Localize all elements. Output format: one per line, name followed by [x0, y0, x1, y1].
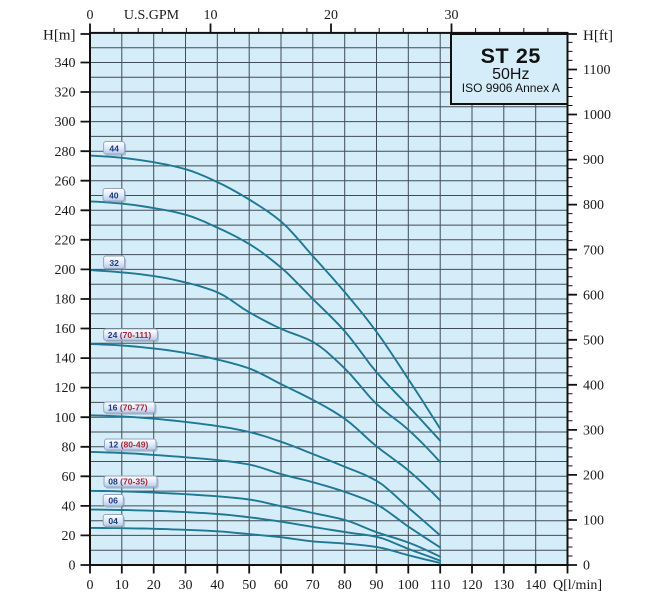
- svg-text:320: 320: [55, 86, 76, 101]
- svg-text:04: 04: [108, 516, 118, 526]
- svg-text:100: 100: [55, 411, 76, 426]
- svg-text:12 (80-49): 12 (80-49): [109, 440, 149, 450]
- svg-text:10: 10: [115, 578, 129, 593]
- svg-text:70: 70: [306, 578, 320, 593]
- svg-text:260: 260: [55, 174, 76, 189]
- svg-text:32: 32: [109, 258, 119, 268]
- svg-text:700: 700: [583, 243, 604, 258]
- svg-text:U.S.GPM: U.S.GPM: [124, 8, 180, 23]
- svg-text:0: 0: [583, 559, 590, 574]
- svg-text:30: 30: [445, 8, 459, 23]
- svg-text:40: 40: [210, 578, 224, 593]
- svg-text:340: 340: [55, 56, 76, 71]
- svg-text:0: 0: [87, 8, 94, 23]
- svg-text:16 (70-77): 16 (70-77): [108, 403, 148, 413]
- svg-text:900: 900: [583, 153, 604, 168]
- svg-text:130: 130: [493, 578, 514, 593]
- svg-text:500: 500: [583, 333, 604, 348]
- svg-text:160: 160: [55, 322, 76, 337]
- svg-text:Q[l/min]: Q[l/min]: [553, 578, 602, 593]
- svg-text:180: 180: [55, 293, 76, 308]
- svg-text:100: 100: [583, 514, 604, 529]
- svg-text:40: 40: [109, 191, 119, 201]
- svg-text:200: 200: [583, 469, 604, 484]
- svg-text:10: 10: [204, 8, 218, 23]
- svg-text:240: 240: [55, 204, 76, 219]
- svg-text:400: 400: [583, 378, 604, 393]
- svg-text:0: 0: [87, 578, 94, 593]
- svg-text:140: 140: [525, 578, 546, 593]
- svg-text:40: 40: [62, 500, 76, 515]
- svg-text:44: 44: [109, 144, 119, 154]
- svg-text:08 (70-35): 08 (70-35): [108, 477, 148, 487]
- svg-text:1100: 1100: [583, 63, 610, 78]
- svg-text:20: 20: [62, 529, 76, 544]
- svg-text:800: 800: [583, 198, 604, 213]
- svg-text:600: 600: [583, 288, 604, 303]
- svg-text:ISO 9906 Annex A: ISO 9906 Annex A: [462, 81, 560, 95]
- svg-text:90: 90: [370, 578, 384, 593]
- svg-text:60: 60: [274, 578, 288, 593]
- svg-text:60: 60: [62, 470, 76, 485]
- svg-text:H[ft]: H[ft]: [583, 28, 613, 44]
- svg-text:200: 200: [55, 263, 76, 278]
- svg-text:300: 300: [583, 424, 604, 439]
- svg-text:110: 110: [430, 578, 450, 593]
- svg-text:80: 80: [338, 578, 352, 593]
- svg-text:120: 120: [55, 381, 76, 396]
- svg-text:280: 280: [55, 145, 76, 160]
- svg-text:50: 50: [242, 578, 256, 593]
- svg-text:1000: 1000: [583, 108, 611, 123]
- svg-text:0: 0: [69, 559, 76, 574]
- svg-text:220: 220: [55, 233, 76, 248]
- svg-text:50Hz: 50Hz: [492, 66, 529, 83]
- svg-text:80: 80: [62, 440, 76, 455]
- svg-text:100: 100: [398, 578, 419, 593]
- svg-text:140: 140: [55, 352, 76, 367]
- svg-text:20: 20: [147, 578, 161, 593]
- svg-text:300: 300: [55, 115, 76, 130]
- svg-text:ST 25: ST 25: [481, 44, 541, 68]
- svg-text:24 (70-111): 24 (70-111): [108, 330, 152, 340]
- svg-text:H[m]: H[m]: [43, 28, 76, 44]
- svg-text:06: 06: [108, 496, 118, 506]
- svg-text:30: 30: [179, 578, 193, 593]
- svg-text:20: 20: [324, 8, 338, 23]
- svg-text:120: 120: [462, 578, 483, 593]
